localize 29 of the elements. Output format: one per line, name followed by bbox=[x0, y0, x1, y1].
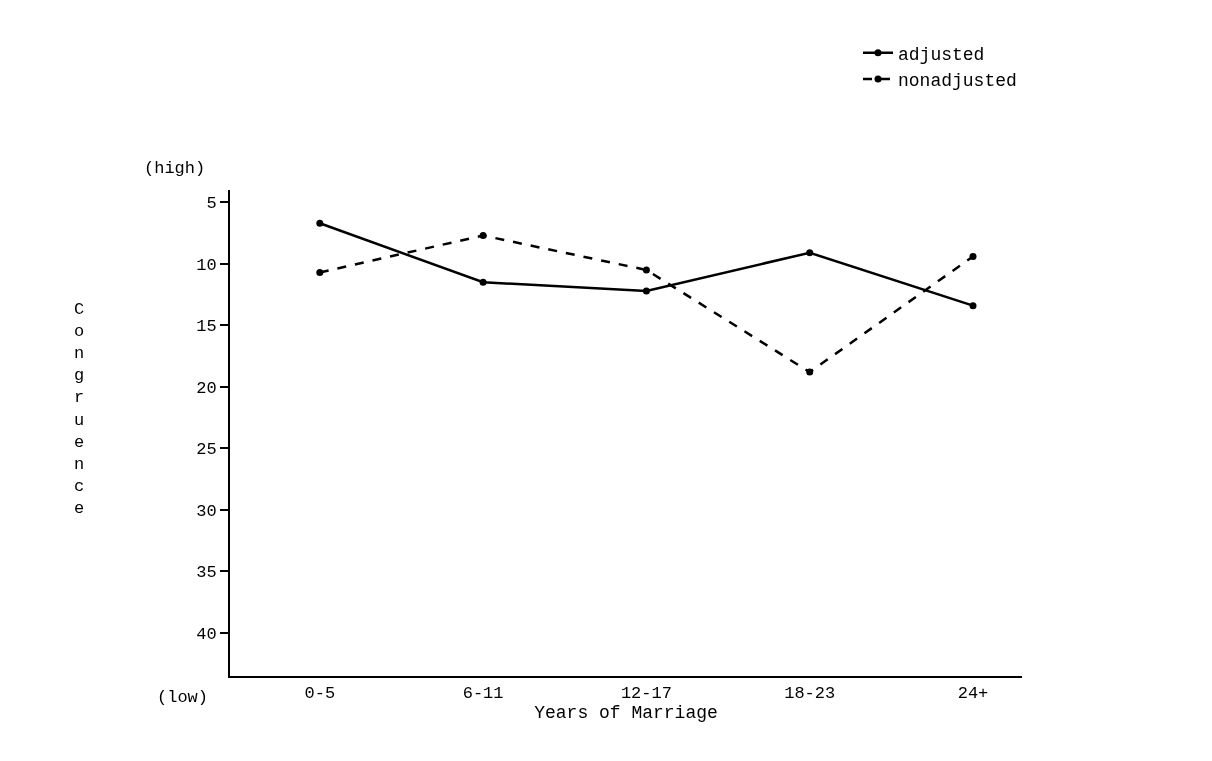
legend-label: adjusted bbox=[898, 44, 985, 65]
y-tick-label: 35 bbox=[196, 563, 217, 583]
point bbox=[642, 266, 650, 274]
point bbox=[642, 287, 650, 295]
point bbox=[806, 368, 814, 376]
point bbox=[969, 252, 977, 260]
y-tick-label: 40 bbox=[196, 624, 217, 644]
point bbox=[969, 302, 977, 310]
y-tick-label: 25 bbox=[196, 440, 217, 460]
x-tick-label: 12-17 bbox=[620, 684, 672, 704]
text: (low) bbox=[157, 688, 209, 707]
y-tick-label: 20 bbox=[196, 378, 217, 398]
y-tick-label: 10 bbox=[196, 255, 217, 275]
x-tick-label: 6-11 bbox=[462, 684, 504, 704]
point bbox=[479, 278, 487, 286]
point bbox=[806, 249, 814, 257]
point bbox=[316, 219, 324, 227]
point bbox=[479, 232, 487, 240]
y-tick-label: 30 bbox=[196, 501, 217, 521]
y-tick-label: 5 bbox=[206, 194, 217, 214]
text: Congruence bbox=[74, 300, 85, 518]
x-tick-label: 24+ bbox=[957, 684, 989, 704]
y-tick-label: 15 bbox=[196, 317, 217, 337]
point bbox=[316, 268, 324, 276]
x-tick-label: 18-23 bbox=[784, 684, 836, 704]
x-tick-label: 0-5 bbox=[304, 684, 336, 704]
legend-label: nonadjusted bbox=[898, 71, 1017, 92]
x-axis-title: Years of Marriage bbox=[534, 703, 718, 724]
text: (high) bbox=[144, 159, 206, 178]
